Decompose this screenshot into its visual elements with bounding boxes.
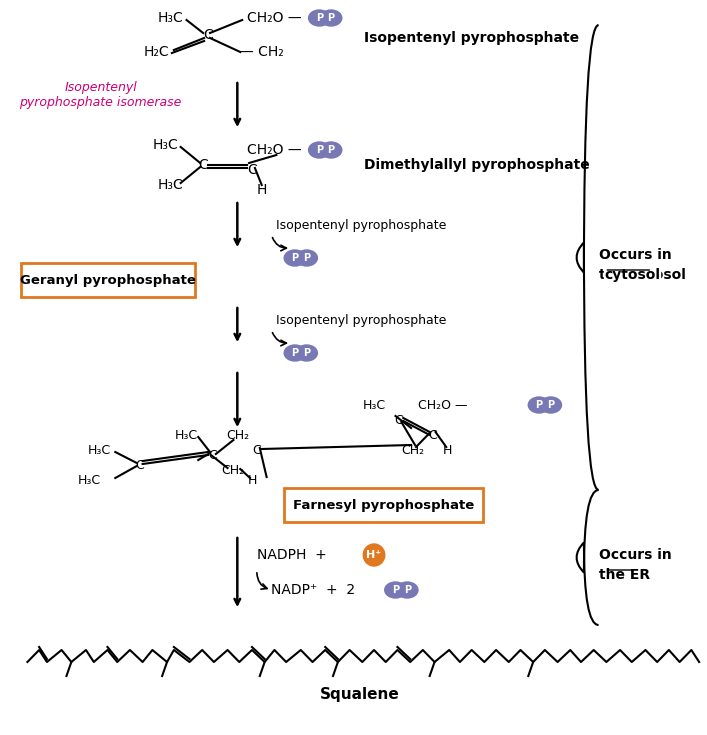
Text: C: C xyxy=(247,163,257,177)
Text: H₃C: H₃C xyxy=(363,398,385,412)
Text: CH₂O —: CH₂O — xyxy=(418,398,467,412)
Text: Squalene: Squalene xyxy=(320,687,399,703)
Text: C: C xyxy=(203,28,213,42)
Text: P: P xyxy=(316,13,323,23)
Text: CH₂: CH₂ xyxy=(221,464,244,476)
Ellipse shape xyxy=(320,10,341,26)
Text: Isopentenyl pyrophosphate: Isopentenyl pyrophosphate xyxy=(276,314,447,326)
Text: CH₂O —: CH₂O — xyxy=(247,11,302,25)
Text: Occurs in: Occurs in xyxy=(599,548,672,562)
Ellipse shape xyxy=(284,345,305,361)
Text: P: P xyxy=(535,400,542,410)
Text: H₃C: H₃C xyxy=(158,11,184,25)
Ellipse shape xyxy=(308,142,330,158)
Text: Isopentenyl pyrophosphate: Isopentenyl pyrophosphate xyxy=(276,218,447,232)
Text: P: P xyxy=(547,400,554,410)
Text: Isopentenyl
pyrophosphate isomerase: Isopentenyl pyrophosphate isomerase xyxy=(20,81,182,109)
Text: C: C xyxy=(428,429,437,442)
Text: H₃C: H₃C xyxy=(158,178,184,192)
Ellipse shape xyxy=(528,397,550,413)
Text: P: P xyxy=(291,348,298,358)
Text: P: P xyxy=(291,253,298,263)
Text: P: P xyxy=(303,253,310,263)
Text: H₂C: H₂C xyxy=(144,45,169,59)
Text: P: P xyxy=(316,145,323,155)
Text: H₃C: H₃C xyxy=(87,443,110,456)
Text: C: C xyxy=(135,459,144,471)
Text: the cytosol: the cytosol xyxy=(599,268,686,282)
Text: CH₂: CH₂ xyxy=(402,443,425,456)
Text: C: C xyxy=(394,414,403,426)
Text: Geranyl pyrophosphate: Geranyl pyrophosphate xyxy=(20,273,195,287)
Text: — CH₂: — CH₂ xyxy=(240,45,284,59)
Text: NADPH  +: NADPH + xyxy=(257,548,327,562)
Text: CH₂: CH₂ xyxy=(226,429,249,442)
Text: H₃C: H₃C xyxy=(153,138,179,152)
Ellipse shape xyxy=(540,397,561,413)
Text: cytosol: cytosol xyxy=(604,268,660,282)
Ellipse shape xyxy=(308,10,330,26)
Text: H₃C: H₃C xyxy=(175,429,198,442)
Text: C: C xyxy=(252,443,261,456)
FancyBboxPatch shape xyxy=(284,488,484,522)
Ellipse shape xyxy=(397,582,418,598)
Ellipse shape xyxy=(296,345,317,361)
Ellipse shape xyxy=(296,250,317,266)
Text: NADP⁺  +  2: NADP⁺ + 2 xyxy=(271,583,356,597)
Ellipse shape xyxy=(320,142,341,158)
Text: Isopentenyl pyrophosphate: Isopentenyl pyrophosphate xyxy=(364,31,579,45)
Text: Dimethylallyl pyrophosphate: Dimethylallyl pyrophosphate xyxy=(364,158,590,172)
Text: H: H xyxy=(247,473,257,487)
Text: P: P xyxy=(303,348,310,358)
Text: CH₂O —: CH₂O — xyxy=(247,143,302,157)
Text: C: C xyxy=(209,448,217,462)
Text: P: P xyxy=(392,585,399,595)
Ellipse shape xyxy=(385,582,407,598)
Text: H: H xyxy=(257,183,267,197)
Text: H: H xyxy=(443,443,452,456)
Circle shape xyxy=(363,544,385,566)
Ellipse shape xyxy=(284,250,305,266)
Text: Farnesyl pyrophosphate: Farnesyl pyrophosphate xyxy=(293,498,474,512)
FancyBboxPatch shape xyxy=(21,263,195,297)
Text: H₃C: H₃C xyxy=(78,473,100,487)
Text: P: P xyxy=(327,13,334,23)
Text: H⁺: H⁺ xyxy=(366,550,382,560)
Text: the ER: the ER xyxy=(599,568,650,582)
Text: P: P xyxy=(327,145,334,155)
Text: Occurs in: Occurs in xyxy=(599,248,672,262)
Text: C: C xyxy=(198,158,208,172)
Text: P: P xyxy=(404,585,411,595)
